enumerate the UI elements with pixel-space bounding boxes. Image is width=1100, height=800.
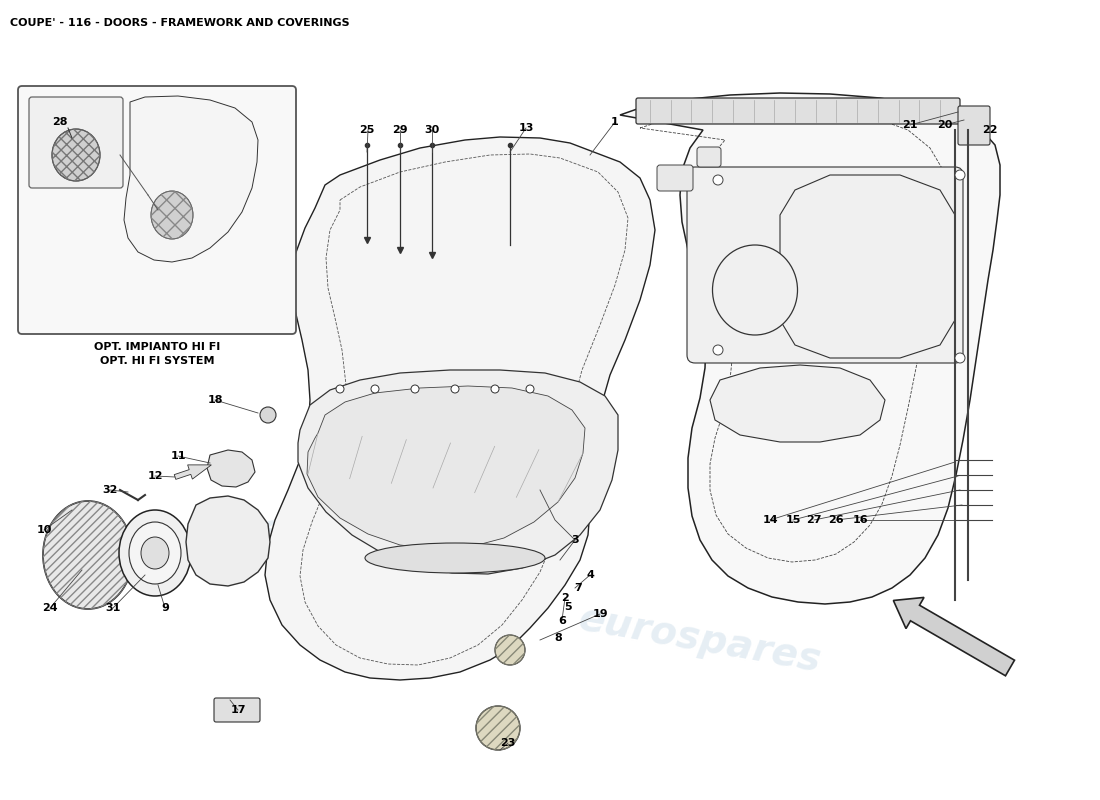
Ellipse shape [52,129,100,181]
Text: OPT. IMPIANTO HI FI: OPT. IMPIANTO HI FI [94,342,220,352]
FancyArrow shape [893,598,1014,676]
Text: 31: 31 [106,603,121,613]
Text: 16: 16 [852,515,868,525]
FancyBboxPatch shape [636,98,960,124]
Circle shape [260,407,276,423]
Circle shape [526,385,534,393]
FancyBboxPatch shape [688,167,962,363]
FancyBboxPatch shape [697,147,720,167]
Polygon shape [710,365,886,442]
Ellipse shape [495,635,525,665]
Polygon shape [124,96,258,262]
Text: OPT. HI FI SYSTEM: OPT. HI FI SYSTEM [100,356,214,366]
Text: 27: 27 [806,515,822,525]
Text: 17: 17 [230,705,245,715]
Text: 19: 19 [592,609,608,619]
Text: 21: 21 [902,120,917,130]
Text: 24: 24 [42,603,58,613]
Ellipse shape [119,510,191,596]
Text: COUPE' - 116 - DOORS - FRAMEWORK AND COVERINGS: COUPE' - 116 - DOORS - FRAMEWORK AND COV… [10,18,350,28]
Text: 29: 29 [393,125,408,135]
Ellipse shape [43,501,133,609]
FancyBboxPatch shape [18,86,296,334]
Ellipse shape [151,191,192,239]
Text: 9: 9 [161,603,169,613]
Text: 2: 2 [561,593,569,603]
Circle shape [371,385,380,393]
Ellipse shape [129,522,182,584]
Text: 20: 20 [937,120,953,130]
Circle shape [491,385,499,393]
FancyBboxPatch shape [657,165,693,191]
Text: 1: 1 [612,117,619,127]
Text: 32: 32 [102,485,118,495]
Text: 26: 26 [828,515,844,525]
Circle shape [955,353,965,363]
FancyArrow shape [174,465,211,479]
Text: eurospares: eurospares [575,600,824,680]
Text: 11: 11 [170,451,186,461]
Circle shape [336,385,344,393]
Ellipse shape [476,706,520,750]
Text: 7: 7 [574,583,582,593]
Circle shape [451,385,459,393]
Polygon shape [207,450,255,487]
Circle shape [713,175,723,185]
Text: 5: 5 [564,602,572,612]
FancyBboxPatch shape [958,106,990,145]
Text: 28: 28 [53,117,68,127]
Text: 12: 12 [147,471,163,481]
Ellipse shape [365,543,544,573]
Text: 15: 15 [785,515,801,525]
Text: 3: 3 [571,535,579,545]
Circle shape [955,170,965,180]
Text: 22: 22 [982,125,998,135]
Text: 10: 10 [36,525,52,535]
Text: 4: 4 [586,570,594,580]
Text: 13: 13 [518,123,534,133]
Text: 18: 18 [207,395,222,405]
Text: 6: 6 [558,616,565,626]
Text: 14: 14 [762,515,778,525]
Polygon shape [186,496,270,586]
FancyBboxPatch shape [29,97,123,188]
Text: 25: 25 [360,125,375,135]
Text: eurospares: eurospares [255,510,504,590]
Text: 30: 30 [425,125,440,135]
Text: 23: 23 [500,738,516,748]
Polygon shape [620,93,1000,604]
Polygon shape [298,370,618,574]
Polygon shape [307,386,585,549]
Ellipse shape [713,245,798,335]
Ellipse shape [141,537,169,569]
Polygon shape [265,137,654,680]
Circle shape [713,345,723,355]
Polygon shape [780,175,955,358]
FancyBboxPatch shape [214,698,260,722]
Circle shape [411,385,419,393]
Text: 8: 8 [554,633,562,643]
